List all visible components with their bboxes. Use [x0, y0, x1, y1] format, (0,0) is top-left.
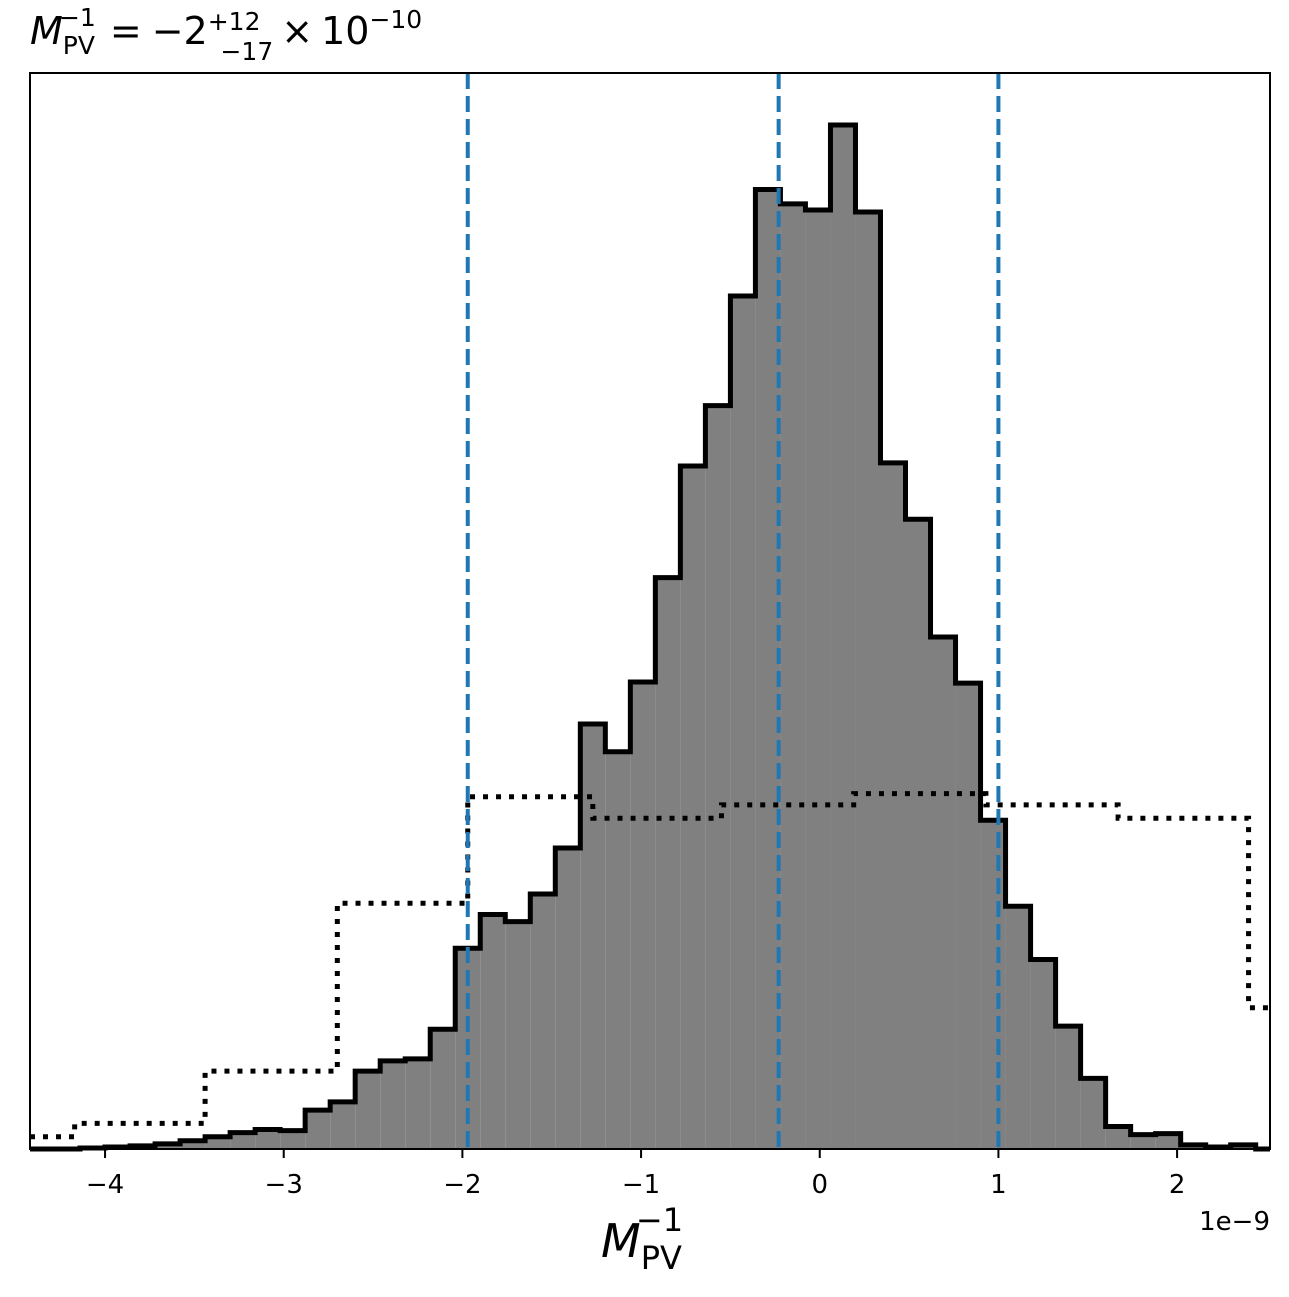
posterior-bar — [530, 894, 556, 1149]
posterior-bar — [730, 296, 756, 1149]
posterior-bar — [755, 189, 781, 1150]
posterior-bar — [330, 1101, 356, 1149]
x-axis-label: MPV−1 — [601, 1201, 683, 1277]
posterior-bar — [480, 914, 506, 1149]
axis-offset-text: 1e−9 — [1199, 1207, 1270, 1237]
posterior-bar — [705, 405, 731, 1149]
title-value: −2 — [152, 9, 208, 53]
posterior-bar — [205, 1136, 231, 1149]
title-equals: = — [110, 9, 142, 53]
posterior-bar — [180, 1140, 206, 1149]
posterior-bar — [830, 125, 856, 1149]
posterior-bar — [980, 820, 1006, 1149]
posterior-bar — [630, 682, 656, 1149]
title-symbol: M — [30, 9, 63, 53]
posterior-bar — [855, 212, 881, 1150]
posterior-bar — [230, 1132, 256, 1149]
title-err-plus: +12 — [208, 7, 261, 36]
x-tick-label: 1 — [990, 1170, 1007, 1200]
posterior-bar — [305, 1110, 331, 1149]
posterior-bar — [1030, 959, 1056, 1149]
posterior-bar — [430, 1029, 456, 1149]
posterior-bar — [1055, 1026, 1081, 1149]
plot-frame — [29, 72, 1271, 1150]
posterior-bar — [505, 921, 531, 1149]
posterior-bar — [880, 462, 906, 1149]
posterior-bar — [930, 637, 956, 1149]
x-tick-label: 0 — [811, 1170, 828, 1200]
title-base: 10 — [321, 9, 369, 53]
title-subscript: PV — [63, 31, 95, 60]
x-tick-label: −1 — [622, 1170, 660, 1200]
title-superscript: −1 — [59, 3, 96, 32]
x-tick-label: −3 — [265, 1170, 303, 1200]
posterior-bar — [280, 1130, 306, 1149]
posterior-bar — [355, 1071, 381, 1149]
posterior-bar — [805, 209, 831, 1149]
posterior-bar — [1005, 906, 1031, 1149]
posterior-bar — [955, 683, 981, 1149]
xlabel-symbol: M — [601, 1214, 641, 1268]
x-tick-label: −2 — [443, 1170, 481, 1200]
posterior-bar — [905, 519, 931, 1149]
chart-title: MPV−1 = −2+12 −17 × 10−10 — [30, 3, 422, 66]
posterior-bar — [1080, 1078, 1106, 1149]
x-tick-label: 2 — [1169, 1170, 1186, 1200]
posterior-bar — [580, 724, 606, 1149]
posterior-bar — [155, 1143, 181, 1149]
title-exponent: −10 — [369, 5, 422, 34]
title-err-minus: −17 — [220, 37, 273, 66]
prior-outline — [30, 791, 1270, 1140]
quantile-lines — [465, 73, 1001, 1149]
posterior-bar — [405, 1058, 431, 1149]
posterior-bar — [1105, 1126, 1131, 1149]
posterior-bar — [380, 1060, 406, 1149]
posterior-bar — [680, 465, 706, 1149]
posterior-bar — [655, 577, 681, 1149]
xlabel-subscript: PV — [641, 1239, 682, 1277]
title-times: × — [281, 9, 313, 53]
prior-histogram — [30, 791, 1270, 1140]
x-axis-ticks: −4 −3 −2 −1 0 1 2 — [86, 1149, 1185, 1200]
posterior-bar — [1130, 1134, 1156, 1149]
x-tick-label: −4 — [86, 1170, 124, 1200]
posterior-histogram — [30, 122, 1270, 1152]
posterior-bar — [255, 1129, 281, 1149]
posterior-bar — [605, 751, 631, 1149]
posterior-outline — [30, 122, 1270, 1152]
posterior-bar — [1155, 1133, 1181, 1149]
xlabel-superscript: −1 — [636, 1201, 683, 1239]
posterior-bar — [555, 847, 581, 1149]
posterior-bar — [780, 203, 806, 1149]
